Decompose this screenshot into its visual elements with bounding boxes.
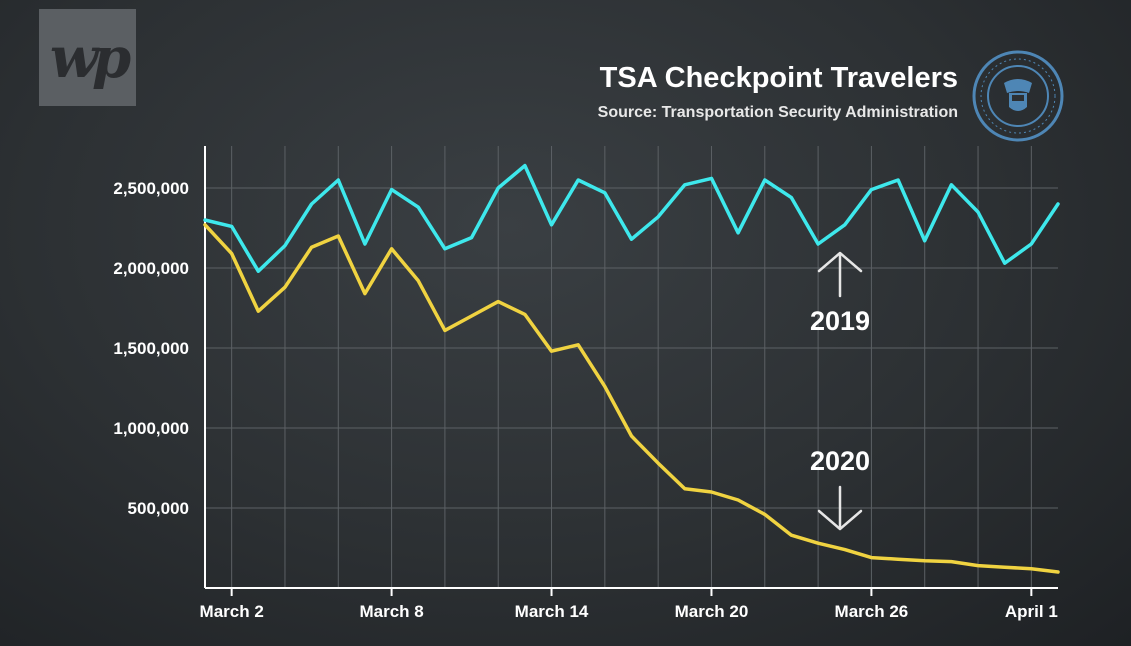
arrow-up-icon <box>817 251 863 298</box>
chart-subtitle: Source: Transportation Security Administ… <box>597 104 958 121</box>
axes: 500,000 1,000,000 1,500,000 2,000,000 2,500,… <box>113 146 1058 621</box>
y-tick-label: 1,500,000 <box>113 339 189 358</box>
x-tick-label: March 20 <box>675 602 749 621</box>
y-tick-label: 2,000,000 <box>113 259 189 278</box>
dhs-seal-icon <box>972 50 1064 142</box>
y-tick-label: 500,000 <box>128 499 189 518</box>
x-tick-label: March 8 <box>359 602 423 621</box>
series-line-2020 <box>203 223 1060 574</box>
y-tick-label: 1,000,000 <box>113 419 189 438</box>
logo-text: wp <box>49 24 131 91</box>
annotations: 2019 2020 <box>810 251 870 531</box>
grid <box>205 146 1058 588</box>
series <box>203 163 1060 574</box>
annotation-label-2020: 2020 <box>810 446 870 476</box>
annotation-label-2019: 2019 <box>810 306 870 336</box>
x-tick-label: March 14 <box>515 602 589 621</box>
series-line-2019 <box>203 163 1060 273</box>
arrow-down-icon <box>817 485 863 531</box>
x-tick-label: April 1 <box>1005 602 1058 621</box>
x-tick-label: March 2 <box>200 602 264 621</box>
chart-title: TSA Checkpoint Travelers <box>599 62 958 94</box>
x-tick-label: March 26 <box>835 602 909 621</box>
y-tick-label: 2,500,000 <box>113 179 189 198</box>
washington-post-logo[interactable]: wp <box>39 9 136 106</box>
